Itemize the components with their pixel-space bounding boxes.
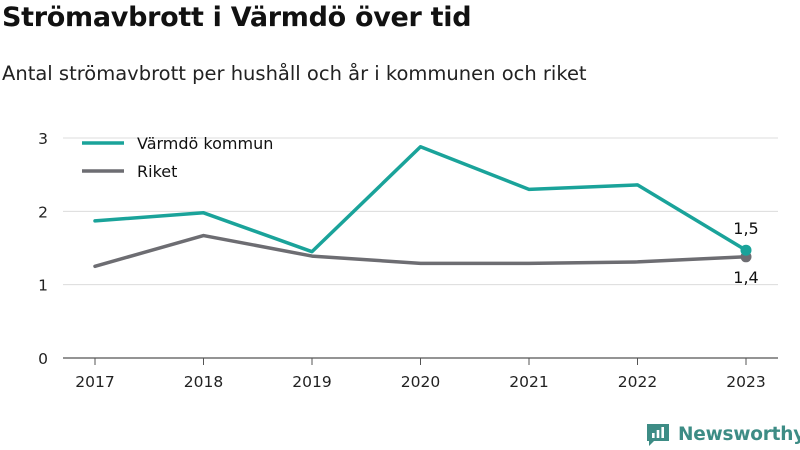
y-tick-label: 0 — [38, 350, 48, 368]
legend-label: Värmdö kommun — [137, 134, 273, 153]
brand-logo: Newsworthy — [645, 421, 800, 447]
newsworthy-logo-icon — [647, 424, 669, 446]
series-end-point — [740, 244, 752, 256]
legend-label: Riket — [137, 162, 177, 181]
y-tick-label: 1 — [38, 277, 48, 295]
x-tick-label: 2021 — [509, 373, 548, 391]
x-tick-label: 2018 — [184, 373, 223, 391]
x-axis-ticks: 2017 2018 2019 2020 2021 2022 2023 — [75, 358, 766, 391]
series-line — [93, 145, 748, 254]
chart-subtitle: Antal strömavbrott per hushåll och år i … — [2, 62, 587, 85]
y-axis-ticks: 0 1 2 3 — [38, 130, 48, 368]
legend: Värmdö kommun Riket — [82, 134, 273, 181]
y-tick-label: 3 — [38, 130, 48, 148]
series-line — [93, 233, 748, 269]
brand-name: Newsworthy — [678, 423, 800, 445]
x-tick-label: 2022 — [618, 373, 657, 391]
end-data-label: 1,4 — [733, 268, 758, 287]
y-tick-label: 2 — [38, 203, 48, 221]
chart-title: Strömavbrott i Värmdö över tid — [2, 2, 472, 33]
x-tick-label: 2020 — [401, 373, 440, 391]
end-data-label: 1,5 — [733, 219, 758, 238]
x-tick-label: 2019 — [292, 373, 331, 391]
end-labels: 1,5 1,4 — [733, 219, 758, 287]
x-tick-label: 2023 — [726, 373, 765, 391]
x-tick-label: 2017 — [75, 373, 114, 391]
series-lines — [93, 145, 752, 269]
